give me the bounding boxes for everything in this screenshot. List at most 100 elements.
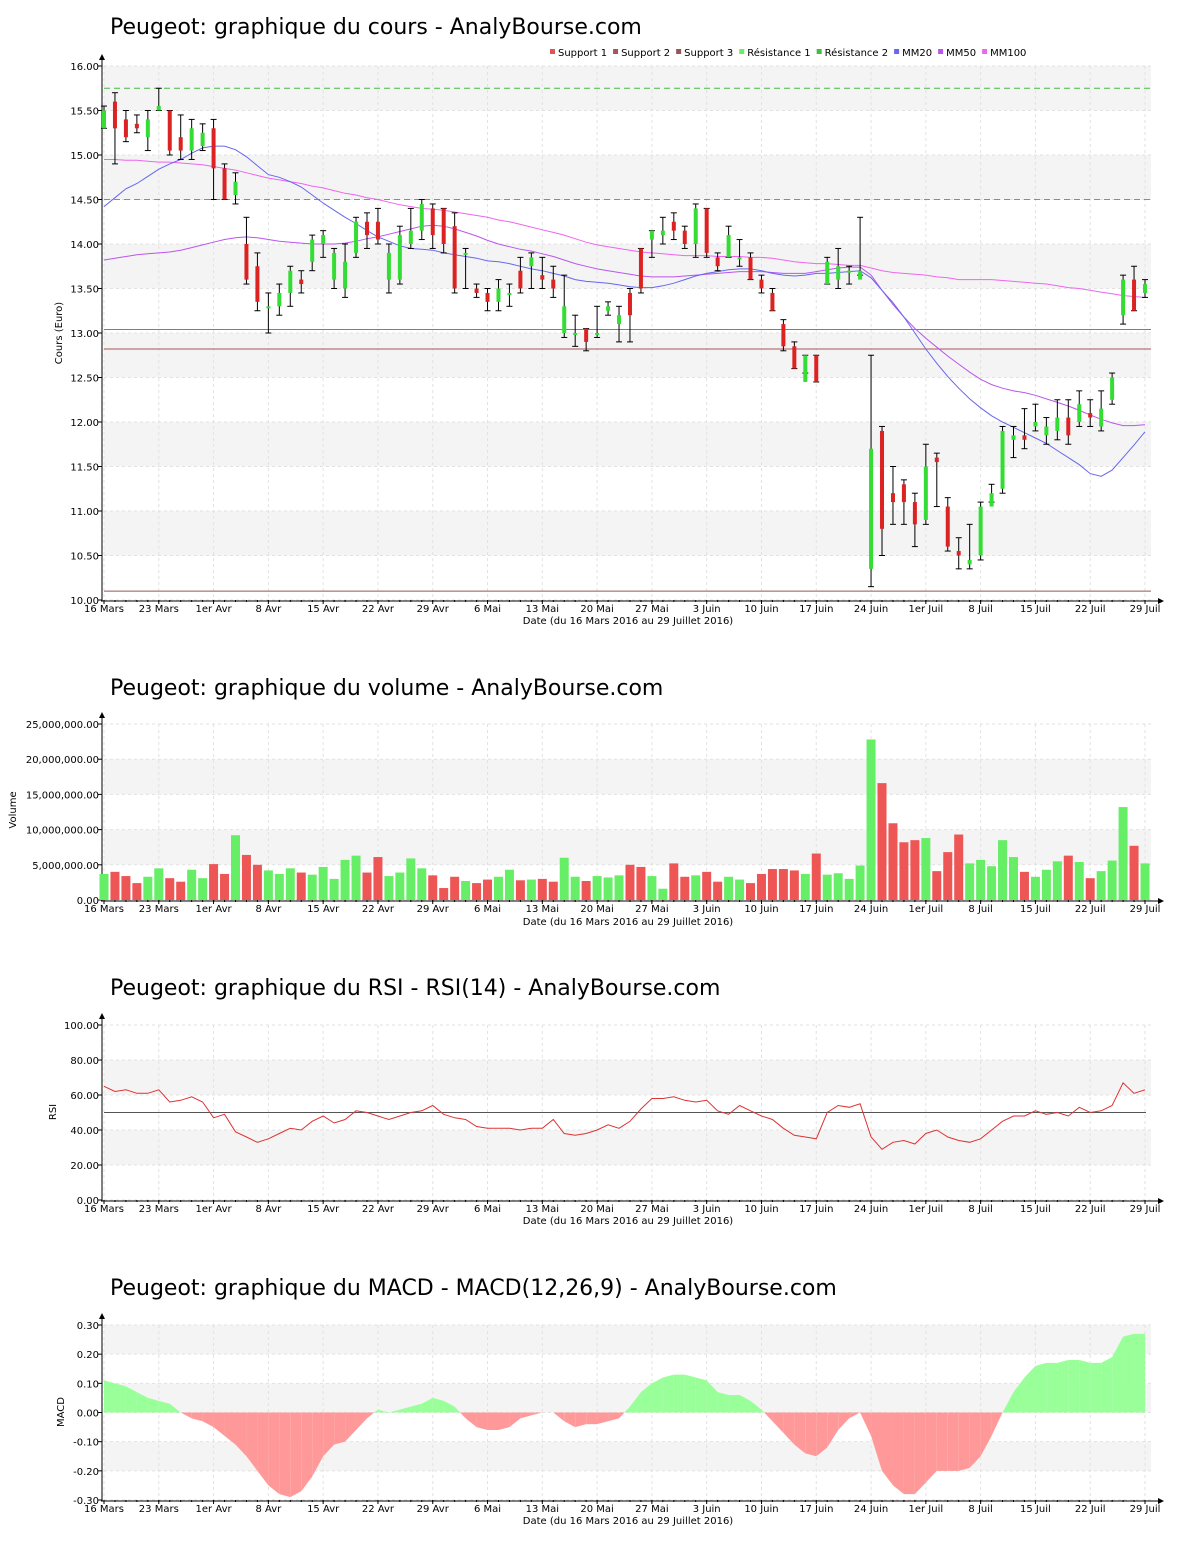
candle-body [836, 266, 841, 280]
candle-body [770, 292, 775, 311]
candle-body [693, 208, 698, 244]
candle-body [923, 466, 928, 520]
volume-x-tick-label: 29 Juil [1130, 904, 1161, 915]
macd-x-tick-label: 16 Mars [84, 1504, 124, 1515]
legend-swatch [676, 49, 682, 54]
volume-bar [976, 859, 986, 900]
macd-band [104, 1383, 1151, 1413]
candle [659, 216, 666, 245]
candle [1131, 265, 1138, 312]
price-x-axis-arrow [1158, 598, 1164, 604]
macd-y-tick-label: 0.20 [77, 1350, 99, 1361]
candle [506, 283, 513, 307]
candle-body [880, 430, 885, 529]
volume-bar [1052, 861, 1062, 900]
volume-bar [187, 869, 197, 900]
candle-body [255, 266, 260, 302]
candle-body [200, 132, 205, 147]
macd-area-segment [597, 1412, 609, 1425]
macd-area-segment [290, 1412, 302, 1498]
rsi-x-tick-label: 1er Juil [909, 1204, 944, 1215]
macd-y-tick-label: -0.10 [73, 1438, 99, 1449]
rsi-y-axis-label: RSI [48, 1104, 59, 1120]
macd-area-segment [553, 1412, 565, 1422]
price-y-tick-label: 14.50 [70, 196, 99, 207]
candle [572, 314, 579, 347]
volume-bar [877, 783, 887, 900]
candle [670, 212, 677, 241]
legend-swatch [982, 49, 988, 54]
rsi-y-tick-label: 80.00 [70, 1056, 99, 1067]
price-y-tick-label: 11.50 [70, 463, 99, 474]
macd-chart-title: Peugeot: graphique du MACD - MACD(12,26,… [110, 1276, 837, 1301]
candle-body [222, 168, 227, 200]
volume-x-tick-label: 15 Avr [307, 904, 340, 915]
volume-x-tick-label: 1er Avr [196, 904, 233, 915]
candle [1032, 403, 1039, 432]
candle-body [123, 119, 128, 138]
candle [988, 483, 995, 507]
candle [791, 341, 798, 370]
candle-body [1121, 279, 1126, 316]
candle [616, 305, 623, 343]
price-x-tick-label: 6 Mai [474, 604, 501, 615]
candle [440, 207, 447, 254]
rsi-line [103, 1081, 1146, 1150]
price-x-tick-label: 15 Avr [307, 604, 340, 615]
price-y-tick-label: 13.50 [70, 285, 99, 296]
macd-area-segment [903, 1412, 915, 1495]
candle [780, 319, 787, 352]
candle-body [518, 270, 523, 289]
volume-bar [702, 871, 712, 900]
rsi-y-tick-label: 40.00 [70, 1126, 99, 1137]
rsi-x-axis-label: Date (du 16 Mars 2016 au 29 Juillet 2016… [523, 1216, 734, 1227]
volume-bar [778, 869, 788, 900]
volume-x-tick-label: 27 Mai [635, 904, 668, 915]
macd-area-segment [1013, 1377, 1025, 1413]
rsi-y-tick-label: 0.00 [77, 1196, 99, 1207]
volume-bar [1096, 871, 1106, 900]
macd-area-segment [374, 1409, 378, 1413]
volume-bar [537, 878, 547, 900]
candle [714, 252, 721, 272]
legend-swatch [938, 49, 944, 54]
candle [944, 497, 951, 552]
price-x-tick-label: 8 Avr [255, 604, 282, 615]
price-x-tick-label: 8 Juil [968, 604, 992, 615]
candle-body [419, 203, 424, 231]
candle [813, 354, 820, 383]
candle-body [1044, 426, 1049, 436]
candle-body [266, 306, 271, 309]
price-chart-title: Peugeot: graphique du cours - AnalyBours… [110, 15, 642, 40]
macd-area-segment [750, 1400, 762, 1413]
macd-area-segment [366, 1412, 375, 1419]
rsi-x-axis-arrow [1158, 1198, 1164, 1204]
macd-area-segment [377, 1409, 389, 1413]
volume-bar [691, 875, 701, 900]
macd-area-segment [104, 1380, 115, 1413]
candle-body [408, 230, 413, 244]
candle [353, 216, 360, 258]
mm20-line [103, 145, 1146, 477]
candle-body [606, 306, 611, 311]
volume-x-tick-label: 20 Mai [580, 904, 613, 915]
macd-area-segment [980, 1412, 992, 1457]
volume-x-tick-label: 8 Juil [968, 904, 992, 915]
macd-x-tick-label: 1er Avr [196, 1504, 233, 1515]
macd-area-segment [257, 1412, 269, 1486]
legend-item-label: Support 3 [684, 48, 733, 59]
macd-area-segment [619, 1412, 625, 1419]
candle [955, 537, 962, 570]
rsi-x-tick-label: 1er Avr [196, 1204, 233, 1215]
macd-area-segment [399, 1406, 411, 1413]
volume-bar [1085, 878, 1095, 900]
volume-bar [209, 864, 219, 900]
candle-body [1000, 430, 1005, 489]
candle-body [211, 128, 216, 169]
candle-body [244, 244, 249, 280]
volume-bar [110, 871, 120, 900]
macd-band [104, 1325, 1151, 1355]
candle [1076, 390, 1083, 427]
macd-area-segment [1101, 1357, 1113, 1413]
macd-area-segment [936, 1412, 948, 1471]
